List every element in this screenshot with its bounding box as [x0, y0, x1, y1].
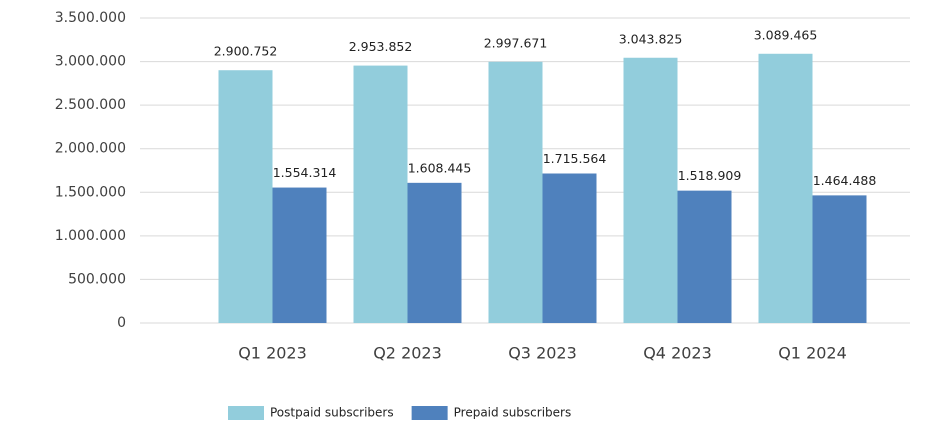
- value-label: 1.518.909: [678, 168, 742, 183]
- value-label: 1.554.314: [273, 165, 337, 180]
- value-label: 2.997.671: [484, 35, 548, 50]
- y-tick-label: 3.500.000: [55, 10, 126, 26]
- x-tick-label: Q3 2023: [508, 344, 577, 363]
- bar: [542, 173, 597, 323]
- legend-label: Postpaid subscribers: [270, 406, 394, 420]
- legend-swatch: [411, 406, 448, 420]
- y-tick-label: 0: [117, 315, 126, 331]
- bar: [812, 195, 867, 323]
- bar: [218, 70, 273, 323]
- y-tick-label: 1.500.000: [55, 184, 126, 200]
- bar: [272, 187, 327, 323]
- value-label: 1.464.488: [813, 173, 877, 188]
- legend-label: Prepaid subscribers: [454, 406, 572, 420]
- value-label: 1.608.445: [408, 160, 472, 175]
- legend-swatch: [228, 406, 264, 420]
- bar: [758, 53, 813, 323]
- y-tick-label: 2.500.000: [55, 97, 126, 113]
- value-label: 2.953.852: [349, 39, 413, 54]
- x-tick-label: Q1 2024: [778, 344, 847, 363]
- x-tick-label: Q2 2023: [373, 344, 442, 363]
- y-tick-label: 500.000: [68, 271, 126, 287]
- x-tick-label: Q1 2023: [238, 344, 307, 363]
- bar: [353, 65, 408, 323]
- x-tick-label: Q4 2023: [643, 344, 712, 363]
- value-label: 3.089.465: [754, 27, 818, 42]
- bar: [488, 61, 543, 323]
- y-tick-label: 2.000.000: [55, 141, 126, 157]
- value-label: 1.715.564: [543, 151, 607, 166]
- bar: [677, 190, 732, 323]
- bar: [623, 57, 678, 324]
- bar: [407, 182, 462, 323]
- y-tick-label: 3.000.000: [55, 54, 126, 70]
- value-label: 2.900.752: [214, 44, 278, 59]
- y-tick-label: 1.000.000: [55, 228, 126, 244]
- value-label: 3.043.825: [619, 31, 683, 46]
